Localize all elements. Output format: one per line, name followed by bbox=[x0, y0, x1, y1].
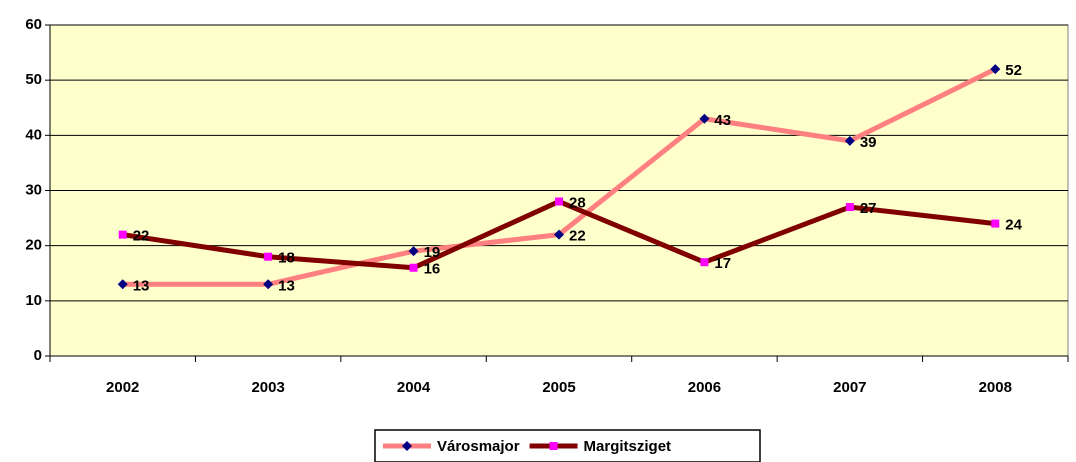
data-point bbox=[409, 263, 418, 272]
data-point bbox=[991, 219, 1000, 228]
legend-label: Margitsziget bbox=[584, 438, 672, 455]
data-label: 13 bbox=[133, 277, 150, 294]
y-tick-label: 20 bbox=[25, 237, 42, 254]
data-point bbox=[117, 279, 128, 290]
y-tick-label: 60 bbox=[25, 16, 42, 33]
data-label: 18 bbox=[278, 250, 295, 267]
y-tick-label: 40 bbox=[25, 126, 42, 143]
legend-marker bbox=[402, 441, 412, 451]
data-label: 22 bbox=[133, 228, 150, 245]
data-point bbox=[263, 279, 274, 290]
x-tick-label: 2006 bbox=[688, 379, 721, 396]
data-label: 24 bbox=[1005, 217, 1022, 234]
legend-label: Városmajor bbox=[437, 438, 520, 455]
x-tick-label: 2003 bbox=[251, 379, 284, 396]
data-label: 43 bbox=[714, 112, 731, 129]
data-label: 13 bbox=[278, 277, 295, 294]
data-point bbox=[264, 252, 273, 261]
x-tick-label: 2002 bbox=[106, 379, 139, 396]
data-label: 27 bbox=[860, 200, 877, 217]
legend-marker bbox=[549, 442, 558, 450]
x-tick-label: 2004 bbox=[397, 379, 431, 396]
y-tick-label: 50 bbox=[25, 71, 42, 88]
x-tick-label: 2005 bbox=[542, 379, 575, 396]
data-point bbox=[700, 258, 709, 267]
data-point bbox=[408, 246, 419, 257]
data-point bbox=[554, 229, 564, 240]
data-point bbox=[118, 230, 127, 239]
data-label: 39 bbox=[860, 134, 877, 151]
data-point bbox=[555, 197, 563, 206]
data-point bbox=[845, 203, 854, 212]
data-point bbox=[699, 113, 710, 124]
y-tick-label: 30 bbox=[25, 181, 42, 198]
data-label: 17 bbox=[714, 255, 731, 272]
data-label: 19 bbox=[424, 244, 441, 261]
x-tick-label: 2007 bbox=[833, 379, 866, 396]
y-tick-label: 0 bbox=[34, 347, 42, 364]
x-tick-label: 2008 bbox=[979, 379, 1012, 396]
data-label: 16 bbox=[424, 261, 441, 278]
data-label: 22 bbox=[569, 228, 586, 245]
data-label: 52 bbox=[1005, 62, 1022, 79]
y-tick-label: 10 bbox=[25, 292, 42, 309]
data-point bbox=[844, 135, 855, 146]
data-label: 28 bbox=[569, 195, 586, 212]
data-point bbox=[990, 64, 1001, 75]
